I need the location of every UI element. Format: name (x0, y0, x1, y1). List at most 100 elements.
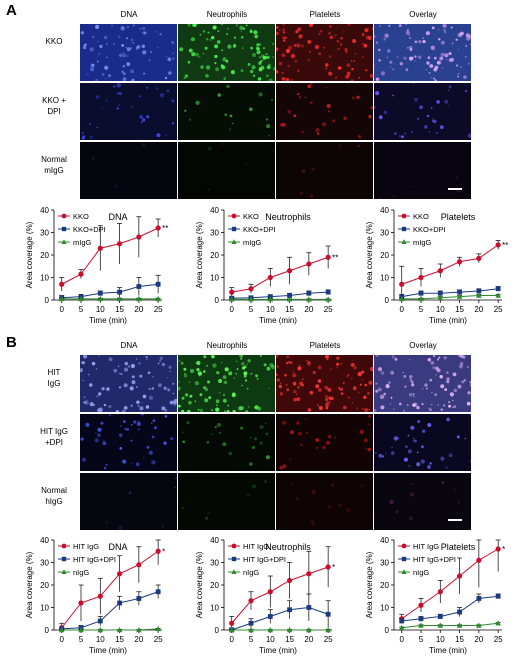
data-point (248, 620, 254, 626)
y-tick-label: 0 (215, 296, 220, 305)
x-tick-label: 20 (474, 635, 483, 644)
legend-marker (61, 239, 67, 244)
data-point (97, 290, 103, 296)
data-point (228, 627, 235, 633)
y-axis-label: Area coverage (%) (25, 551, 34, 618)
y-tick-label: 30 (380, 229, 389, 238)
data-point (248, 627, 254, 633)
micrograph-tile (374, 24, 471, 81)
data-point (495, 620, 501, 626)
data-point (155, 625, 161, 632)
data-point (476, 557, 482, 563)
chart-title: Neutrophils (265, 212, 311, 222)
micrograph-tile (80, 355, 177, 412)
x-tick-label: 15 (455, 635, 464, 644)
x-tick-label: 5 (419, 305, 424, 314)
data-point (325, 627, 331, 633)
y-axis-label: Area coverage (%) (365, 221, 374, 288)
data-point (476, 622, 482, 628)
data-point (97, 295, 104, 302)
data-point (78, 271, 84, 277)
legend-label: HIT IgG (243, 542, 269, 551)
legend-marker (401, 543, 407, 549)
data-point (437, 294, 444, 300)
legend-label: nIgG (413, 568, 429, 577)
line-chart-neutrophils: 0 10 20 30 40 0 5 10 15 20 25 Time (min) Area covera… (182, 200, 342, 338)
data-point (418, 290, 424, 296)
data-point (117, 600, 122, 606)
data-point (58, 295, 65, 302)
legend-marker (401, 213, 407, 219)
data-point (248, 296, 254, 302)
data-point (136, 596, 142, 601)
legend-label: KKO+DPI (73, 225, 106, 234)
x-tick-label: 10 (436, 635, 445, 644)
x-tick-label: 10 (96, 635, 105, 644)
micrograph-tile (276, 473, 373, 530)
column-header-overlay: Overlay (409, 10, 437, 19)
y-tick-label: 0 (45, 296, 50, 305)
micrograph-tile (178, 473, 275, 530)
data-point (78, 600, 84, 606)
data-point (456, 293, 463, 299)
data-point (59, 281, 65, 287)
chart-title: Neutrophils (265, 542, 311, 552)
x-tick-label: 25 (494, 635, 503, 644)
series-line (401, 244, 499, 285)
line-chart-neutrophils: 0 10 20 30 40 0 5 10 15 20 25 Time (min) Area covera… (182, 530, 342, 668)
significance-annotation: ** (162, 224, 168, 233)
legend-marker (231, 569, 237, 574)
data-point (136, 627, 142, 633)
significance-annotation: ** (332, 253, 338, 262)
series-line (231, 291, 329, 299)
data-point (437, 614, 443, 619)
data-point (229, 620, 235, 626)
significance-annotation: * (162, 547, 165, 556)
micrograph-tile (80, 414, 177, 471)
line-chart-platelets: 0 10 20 30 40 0 5 10 15 20 25 Time (min) Area covera… (352, 200, 512, 338)
micrograph-tile (80, 142, 177, 199)
data-point (267, 614, 273, 619)
x-axis-label: Time (min) (429, 316, 467, 325)
micrograph-tile (178, 83, 275, 140)
y-tick-label: 20 (40, 251, 49, 260)
data-point (116, 571, 123, 577)
x-tick-label: 15 (115, 635, 124, 644)
x-tick-label: 10 (436, 305, 445, 314)
micrograph-tile (276, 355, 373, 412)
data-point (117, 289, 122, 295)
data-point (437, 268, 443, 274)
data-point (155, 295, 161, 302)
data-point (286, 627, 293, 633)
x-tick-label: 0 (399, 635, 404, 644)
y-tick-label: 40 (210, 536, 219, 545)
x-tick-label: 15 (455, 305, 464, 314)
legend-label: KKO (243, 212, 259, 221)
legend-label: HIT IgG (73, 542, 99, 551)
micrograph-tile (80, 83, 177, 140)
y-tick-label: 10 (210, 274, 219, 283)
micrograph-tile (80, 24, 177, 81)
y-tick-label: 40 (380, 536, 389, 545)
legend-marker (401, 226, 407, 232)
legend-marker (231, 239, 237, 244)
legend-marker (231, 226, 237, 232)
legend-label: KKO+DPI (413, 225, 446, 234)
x-tick-label: 25 (324, 305, 333, 314)
data-point (325, 296, 331, 302)
data-point (306, 296, 312, 302)
y-tick-label: 0 (215, 626, 220, 635)
y-tick-label: 20 (40, 581, 49, 590)
micrograph-tile (80, 473, 177, 530)
data-point (248, 286, 254, 292)
data-point (476, 596, 482, 601)
y-tick-label: 40 (210, 206, 219, 215)
legend-marker (231, 543, 237, 549)
data-point (399, 281, 405, 287)
legend-label: nIgG (73, 568, 89, 577)
significance-annotation: * (502, 545, 505, 554)
data-point (456, 622, 463, 628)
data-point (418, 622, 424, 628)
data-point (306, 290, 312, 296)
x-tick-label: 20 (134, 305, 143, 314)
